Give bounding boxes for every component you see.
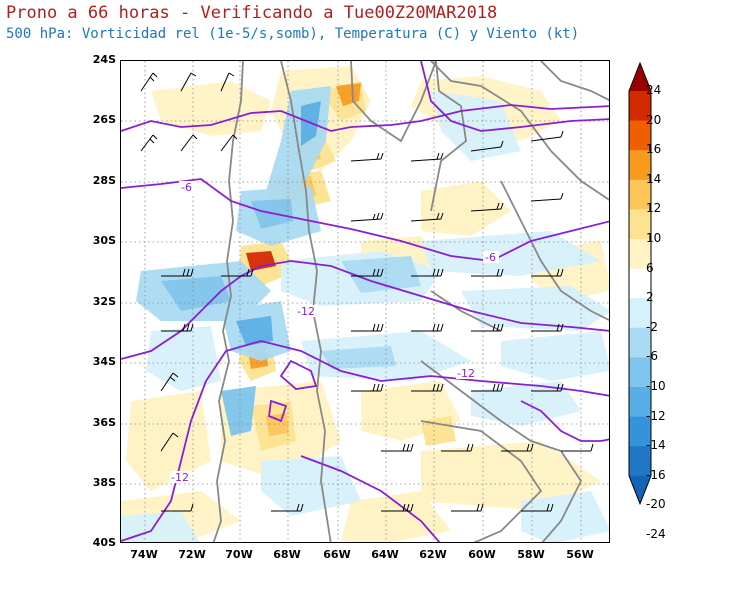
colorbar-label: 14 <box>646 171 662 186</box>
lat-label-38s: 38S <box>92 476 116 489</box>
colorbar-label: 6 <box>646 260 654 275</box>
temperature-contours <box>121 61 609 542</box>
colorbar-segment <box>629 150 651 181</box>
lat-label-30s: 30S <box>92 234 116 247</box>
lat-label-34s: 34S <box>92 355 116 368</box>
colorbar-label: -2 <box>646 319 658 334</box>
contour-labels: -6 -6 -12 -12 -12 <box>170 181 499 484</box>
colorbar-top-triangle <box>629 63 651 91</box>
graticule <box>121 61 609 542</box>
colorbar-segment <box>629 327 651 358</box>
political-boundaries <box>212 61 609 542</box>
wind-barbs <box>140 72 594 512</box>
colorbar-label: -6 <box>646 349 658 364</box>
map-title: Prono a 66 horas - Verificando a Tue00Z2… <box>6 3 498 23</box>
lon-label-70w: 70W <box>225 548 253 561</box>
colorbar-segment <box>629 298 651 329</box>
colorbar-segment <box>629 179 651 210</box>
colorbar-label: 24 <box>646 83 662 97</box>
lat-label-36s: 36S <box>92 416 116 429</box>
lon-label-68w: 68W <box>273 548 301 561</box>
colorbar-segment <box>629 239 651 270</box>
colorbar-label: 20 <box>646 112 662 127</box>
colorbar-segment <box>629 209 651 240</box>
lat-label-32s: 32S <box>92 295 116 308</box>
lon-label-72w: 72W <box>178 548 206 561</box>
colorbar-segment <box>629 120 651 151</box>
colorbar-label: 2 <box>646 290 654 305</box>
map-panel: -6 -6 -12 -12 -12 <box>120 60 610 543</box>
contour-label-minus12-south: -12 <box>171 471 189 484</box>
colorbar-segment <box>629 387 651 418</box>
map-subtitle: 500 hPa: Vorticidad rel (1e-5/s,somb), T… <box>6 26 580 42</box>
contour-label-minus12-east: -12 <box>457 367 475 380</box>
lon-label-56w: 56W <box>566 548 594 561</box>
colorbar-label: -20 <box>646 497 666 512</box>
lat-label-26s: 26S <box>92 113 116 126</box>
colorbar-segment <box>629 268 651 299</box>
colorbar-segment <box>629 416 651 447</box>
colorbar-segment <box>629 91 651 122</box>
colorbar-label: -12 <box>646 408 666 423</box>
colorbar-label: -24 <box>646 527 666 541</box>
colorbar-bottom-triangle <box>629 475 651 504</box>
lat-label-28s: 28S <box>92 174 116 187</box>
colorbar-label: 10 <box>646 231 662 245</box>
contour-label-minus6-west: -6 <box>181 181 192 194</box>
colorbar-segment <box>629 357 651 388</box>
contour-label-minus6-east: -6 <box>485 251 496 264</box>
map-canvas: -6 -6 -12 -12 -12 <box>121 61 609 542</box>
lon-label-60w: 60W <box>468 548 496 561</box>
vorticity-colorbar <box>628 61 652 506</box>
lon-label-74w: 74W <box>130 548 158 561</box>
lon-label-58w: 58W <box>517 548 545 561</box>
lon-label-64w: 64W <box>371 548 399 561</box>
colorbar-label: 12 <box>646 201 662 216</box>
colorbar-label: 16 <box>646 142 662 157</box>
lon-label-62w: 62W <box>419 548 447 561</box>
lat-label-40s: 40S <box>92 536 116 549</box>
colorbar-label: -10 <box>646 379 666 393</box>
colorbar-label: -16 <box>646 467 666 482</box>
lat-label-24s: 24S <box>92 53 116 66</box>
lon-label-66w: 66W <box>323 548 351 561</box>
colorbar-segment <box>629 446 651 477</box>
colorbar-label: -14 <box>646 438 666 453</box>
contour-label-minus12-center: -12 <box>297 305 315 318</box>
